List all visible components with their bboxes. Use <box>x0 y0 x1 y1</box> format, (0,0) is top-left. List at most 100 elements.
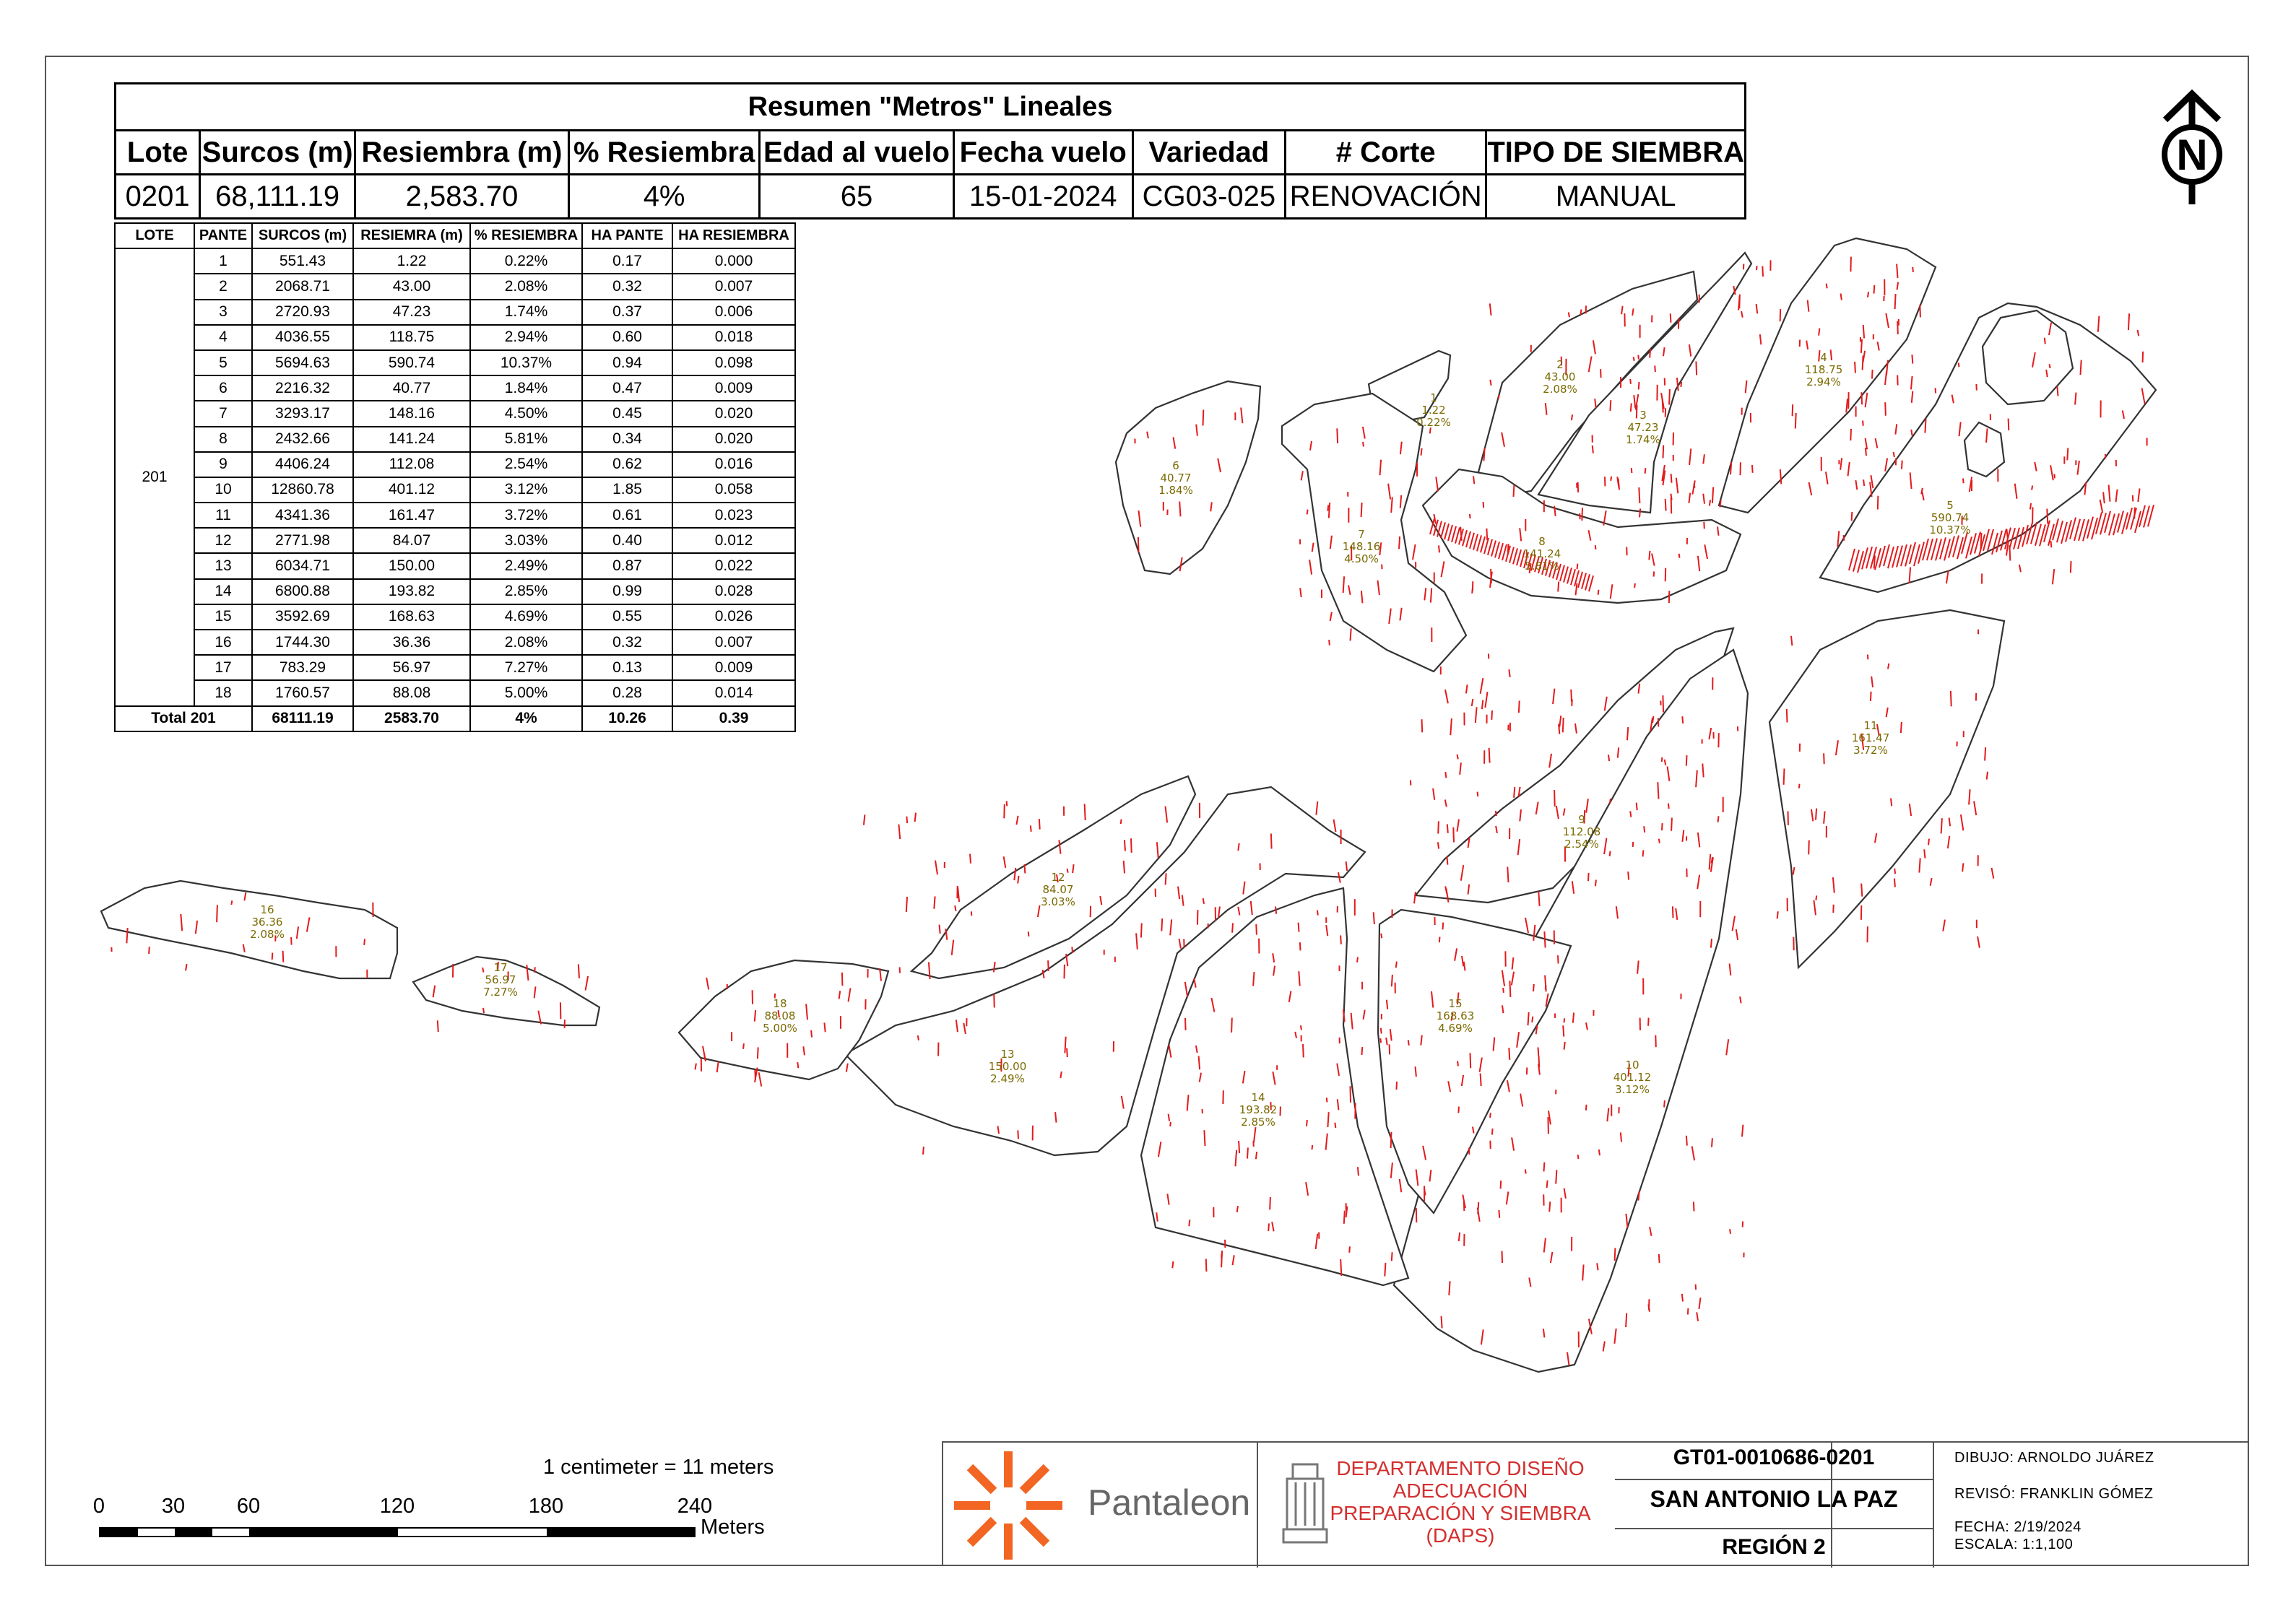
resiembra-mark <box>1647 1304 1650 1312</box>
summary-title: Resumen "Metros" Lineales <box>114 82 1746 131</box>
plot-label-id: 15 <box>1448 997 1462 1010</box>
resiembra-mark <box>1484 691 1489 708</box>
resiembra-mark <box>2032 352 2036 368</box>
summary-header: Resiembra (m) <box>354 129 570 175</box>
detail-cell: 0.13 <box>581 654 673 682</box>
resiembra-mark <box>1478 1057 1483 1072</box>
resiembra-hatch <box>1918 542 1925 564</box>
resiembra-mark <box>1776 911 1779 919</box>
resiembra-mark <box>1432 788 1436 800</box>
resiembra-hatch <box>1567 568 1572 584</box>
resiembra-mark <box>1533 924 1536 941</box>
resiembra-mark <box>1489 1113 1491 1118</box>
resiembra-hatch <box>2061 521 2068 544</box>
resiembra-hatch <box>1437 521 1442 537</box>
scale-tick: 240 <box>677 1495 713 1518</box>
resiembra-mark <box>2048 322 2052 336</box>
resiembra-mark <box>1890 798 1893 807</box>
resiembra-mark <box>1806 300 1810 312</box>
resiembra-mark <box>282 950 285 962</box>
resiembra-hatch <box>2130 508 2137 530</box>
resiembra-hatch <box>2043 520 2050 542</box>
code-cell: GT01-0010686-0201 SAN ANTONIO LA PAZ REG… <box>1615 1443 1934 1568</box>
summary-value: CG03-025 <box>1131 173 1287 220</box>
detail-cell: 4406.24 <box>251 451 354 478</box>
detail-cell: 0.94 <box>581 349 673 377</box>
resiembra-hatch <box>1541 558 1547 575</box>
resiembra-mark <box>1860 392 1863 405</box>
resiembra-mark <box>1657 718 1660 727</box>
resiembra-mark <box>2056 386 2059 396</box>
detail-cell: 0.018 <box>672 323 796 351</box>
resiembra-mark <box>1562 808 1566 816</box>
resiembra-mark <box>1664 568 1667 582</box>
plot-9 <box>1413 627 1735 904</box>
detail-cell: 0.55 <box>581 603 673 631</box>
resiembra-hatch <box>1545 560 1551 576</box>
resiembra-mark <box>1910 429 1913 436</box>
resiembra-mark <box>1608 851 1611 857</box>
resiembra-mark <box>1444 799 1447 807</box>
resiembra-mark <box>1457 1232 1461 1242</box>
resiembra-mark <box>1860 339 1863 353</box>
resiembra-mark <box>2034 461 2037 471</box>
resiembra-mark <box>1309 560 1313 575</box>
resiembra-mark <box>1172 437 1177 449</box>
detail-total-cell: 0.39 <box>672 705 796 732</box>
resiembra-mark <box>533 967 536 973</box>
detail-cell: 168.63 <box>352 603 471 631</box>
plot-label-id: 16 <box>260 903 274 916</box>
resiembra-mark <box>290 936 293 945</box>
resiembra-mark <box>935 860 938 875</box>
plot-label-m: 88.08 <box>765 1009 796 1022</box>
resiembra-mark <box>2097 316 2100 332</box>
resiembra-mark <box>1420 1035 1423 1046</box>
plot-label-m: 40.77 <box>1161 471 1192 484</box>
resiembra-mark <box>1399 441 1403 455</box>
resiembra-mark <box>1038 819 1041 830</box>
plot-label-p: 2.94% <box>1806 375 1841 388</box>
plot-label-m: 401.12 <box>1613 1071 1652 1084</box>
scale-tick: 120 <box>379 1495 415 1518</box>
plot-label-id: 17 <box>493 961 507 974</box>
resiembra-mark <box>1071 947 1074 954</box>
resiembra-mark <box>1608 798 1611 804</box>
detail-cell: 0.45 <box>581 400 673 427</box>
resiembra-mark <box>1874 833 1878 843</box>
resiembra-mark <box>1467 837 1470 848</box>
summary-header: Fecha vuelo <box>952 129 1134 175</box>
resiembra-mark <box>2076 460 2080 475</box>
resiembra-mark <box>1511 957 1515 970</box>
detail-total-cell: 4% <box>469 705 583 732</box>
detail-row: 7 3293.17 148.16 4.50% 0.45 0.020 <box>115 400 796 427</box>
resiembra-mark <box>1694 1284 1697 1290</box>
resiembra-mark <box>1920 487 1923 495</box>
resiembra-mark <box>1686 1308 1689 1315</box>
resiembra-mark <box>706 977 710 990</box>
resiembra-hatch <box>1879 545 1886 568</box>
resiembra-hatch <box>2126 508 2133 530</box>
resiembra-mark <box>1572 1012 1575 1023</box>
resiembra-mark <box>1546 1180 1548 1188</box>
resiembra-hatch <box>1887 546 1894 569</box>
resiembra-mark <box>841 972 844 986</box>
plot-18 <box>677 959 890 1081</box>
detail-cell: 11 <box>194 502 253 529</box>
resiembra-mark <box>1041 969 1045 978</box>
resiembra-mark <box>1499 1180 1502 1189</box>
detail-cell: 0.17 <box>581 248 673 275</box>
resiembra-mark <box>1362 441 1364 447</box>
resiembra-mark <box>1336 428 1339 444</box>
resiembra-mark <box>805 1004 808 1020</box>
resiembra-mark <box>1985 771 1988 780</box>
plot-11 <box>1768 609 2006 970</box>
resiembra-mark <box>1525 917 1529 934</box>
resiembra-mark <box>1329 612 1333 622</box>
resiembra-mark <box>1894 293 1897 310</box>
resiembra-mark <box>1198 1072 1202 1082</box>
detail-cell: 150.00 <box>352 552 471 580</box>
resiembra-mark <box>1456 754 1459 760</box>
resiembra-mark <box>1205 1259 1208 1272</box>
scale-tick: 0 <box>92 1495 105 1518</box>
resiembra-mark <box>1685 1135 1688 1146</box>
